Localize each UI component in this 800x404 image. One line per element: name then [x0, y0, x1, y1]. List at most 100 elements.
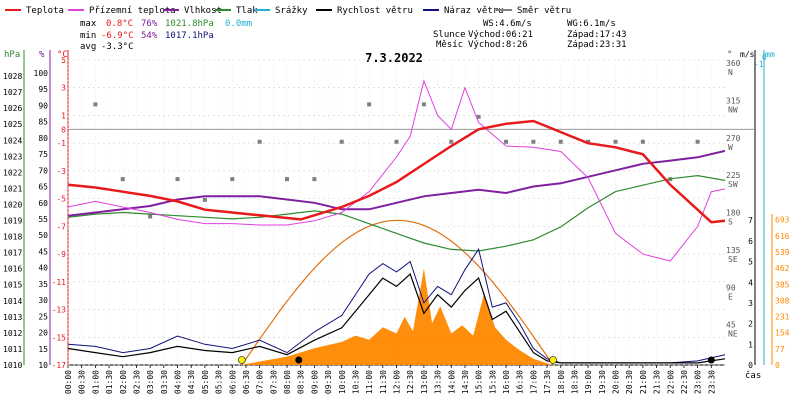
pressure-tick-12: 1022	[3, 168, 22, 177]
x-tick-label-46: 23:00	[694, 370, 703, 394]
temperature-line	[67, 119, 726, 224]
legend-label-4: Srážky	[275, 6, 308, 16]
direction-tick-dir-7: N	[728, 68, 733, 77]
x-tick-label-28: 14:00	[447, 370, 456, 394]
stat-max-hum: 76%	[141, 19, 158, 29]
stat-avg-label: avg	[80, 42, 96, 52]
wind-tick-5: 5	[748, 258, 753, 267]
x-tick-label-24: 12:00	[393, 370, 402, 394]
sun-set: Západ:17:43	[567, 30, 627, 40]
x-tick-label-30: 15:00	[475, 370, 484, 394]
humidity-tick-17: 95	[38, 85, 48, 94]
humidity-tick-6: 40	[38, 264, 48, 273]
wind-dir-point-16	[531, 139, 536, 144]
x-tick-label-13: 06:30	[242, 370, 251, 394]
pressure-tick-18: 1028	[3, 72, 22, 81]
solar-tick-5: 385	[775, 280, 790, 289]
legend-label-6: Náraz větru	[444, 6, 504, 16]
plot-area	[67, 79, 726, 366]
pressure-tick-6: 1016	[3, 265, 22, 274]
pressure-tick-11: 1021	[3, 184, 22, 193]
wind-dir-point-9	[339, 139, 344, 144]
wind-dir-point-2	[148, 214, 153, 219]
moonset-marker	[707, 356, 715, 364]
legend-label-3: Tlak	[236, 6, 258, 16]
temperature-tick-4: -9	[56, 250, 66, 259]
x-tick-label-2: 01:00	[91, 370, 100, 394]
wind-dir-point-12	[421, 102, 426, 107]
x-tick-label-19: 09:30	[324, 370, 333, 394]
wind-tick-1: 1	[748, 340, 753, 349]
direction-tick-deg-5: 270	[726, 134, 741, 143]
wind-dir-point-17	[558, 139, 563, 144]
legend: Teplota Přízemní teplota Vlhkost Tlak Srážky…	[5, 6, 571, 16]
x-tick-label-32: 16:00	[502, 370, 511, 394]
x-tick-label-15: 07:30	[269, 370, 278, 394]
wind-dir-point-6	[257, 139, 262, 144]
humidity-tick-11: 65	[38, 183, 48, 192]
rain-tick-0: 0	[762, 53, 767, 62]
temperature-tick-zero: 0	[61, 125, 66, 134]
x-tick-label-17: 08:30	[297, 370, 306, 394]
humidity-tick-1: 15	[38, 345, 48, 354]
direction-tick-deg-7: 360	[726, 59, 741, 68]
x-tick-label-39: 19:30	[598, 370, 607, 394]
x-tick-label-31: 15:30	[488, 370, 497, 394]
stats-panel: max 0.8°C 76% 1021.8hPa 0.0mm min -6.9°C…	[80, 19, 252, 52]
temperature-tick-7: -3	[56, 167, 66, 176]
solar-tick-0: 0	[775, 361, 780, 370]
wind-dir-point-13	[449, 139, 454, 144]
sun-rise: Východ:06:21	[468, 30, 533, 40]
pressure-tick-15: 1025	[3, 120, 22, 129]
temperature-tick-9: 1	[61, 111, 66, 120]
stat-max-rain: 0.0mm	[225, 19, 252, 29]
x-tick-label-36: 18:00	[557, 370, 566, 394]
solar-tick-4: 308	[775, 296, 790, 305]
temperature-tick-1: -15	[52, 333, 67, 342]
x-tick-label-22: 11:00	[365, 370, 374, 394]
x-tick-label-7: 03:30	[160, 370, 169, 394]
wind-dir-point-7	[285, 177, 289, 182]
pressure-axis-unit: hPa	[4, 50, 20, 60]
pressure-tick-5: 1015	[3, 281, 22, 290]
wind-dir-point-1	[120, 177, 125, 182]
humidity-tick-10: 60	[38, 199, 48, 208]
wind-dir-point-3	[175, 177, 180, 182]
x-axis-label: čas	[745, 370, 761, 381]
sunrise-marker	[238, 356, 246, 364]
sunset-marker	[549, 356, 557, 364]
x-tick-label-42: 21:00	[639, 370, 648, 394]
x-tick-label-40: 20:00	[612, 370, 621, 394]
stat-max-temp: 0.8°C	[106, 19, 133, 29]
x-tick-label-8: 04:00	[174, 370, 183, 394]
legend-label-7: Směr větru	[517, 6, 571, 16]
astro-info: WS:4.6m/s WG:6.1m/s Slunce Východ:06:21 …	[433, 19, 627, 50]
stat-min-temp: -6.9°C	[101, 31, 134, 41]
x-tick-label-34: 17:00	[529, 370, 538, 394]
humidity-tick-13: 75	[38, 150, 48, 159]
temperature-tick-8: -1	[56, 139, 66, 148]
direction-tick-deg-0: 45	[726, 321, 736, 330]
stat-max-press: 1021.8hPa	[165, 19, 214, 29]
wind-dir-point-10	[367, 102, 372, 107]
legend-label-1: Přízemní teplota	[89, 6, 176, 16]
wind-dir-point-0	[93, 102, 98, 107]
stat-min-press: 1017.1hPa	[165, 31, 214, 41]
pressure-tick-8: 1018	[3, 233, 22, 242]
pressure-tick-7: 1017	[3, 249, 22, 258]
solar-tick-3: 231	[775, 313, 790, 322]
pressure-tick-14: 1024	[3, 136, 22, 145]
stat-min-label: min	[80, 31, 96, 41]
legend-label-0: Teplota	[26, 6, 64, 16]
x-tick-label-37: 18:30	[570, 370, 579, 394]
wind-dir-point-4	[202, 197, 207, 202]
pressure-tick-0: 1010	[3, 361, 22, 370]
stat-avg-temp: -3.3°C	[101, 42, 134, 52]
direction-tick-dir-6: NW	[728, 105, 738, 114]
pressure-tick-1: 1011	[3, 345, 22, 354]
x-tick-label-35: 17:30	[543, 370, 552, 394]
humidity-tick-12: 70	[38, 166, 48, 175]
wind-dir-point-20	[640, 139, 645, 144]
x-tick-label-43: 21:30	[653, 370, 662, 394]
temperature-tick-6: -5	[56, 195, 66, 204]
